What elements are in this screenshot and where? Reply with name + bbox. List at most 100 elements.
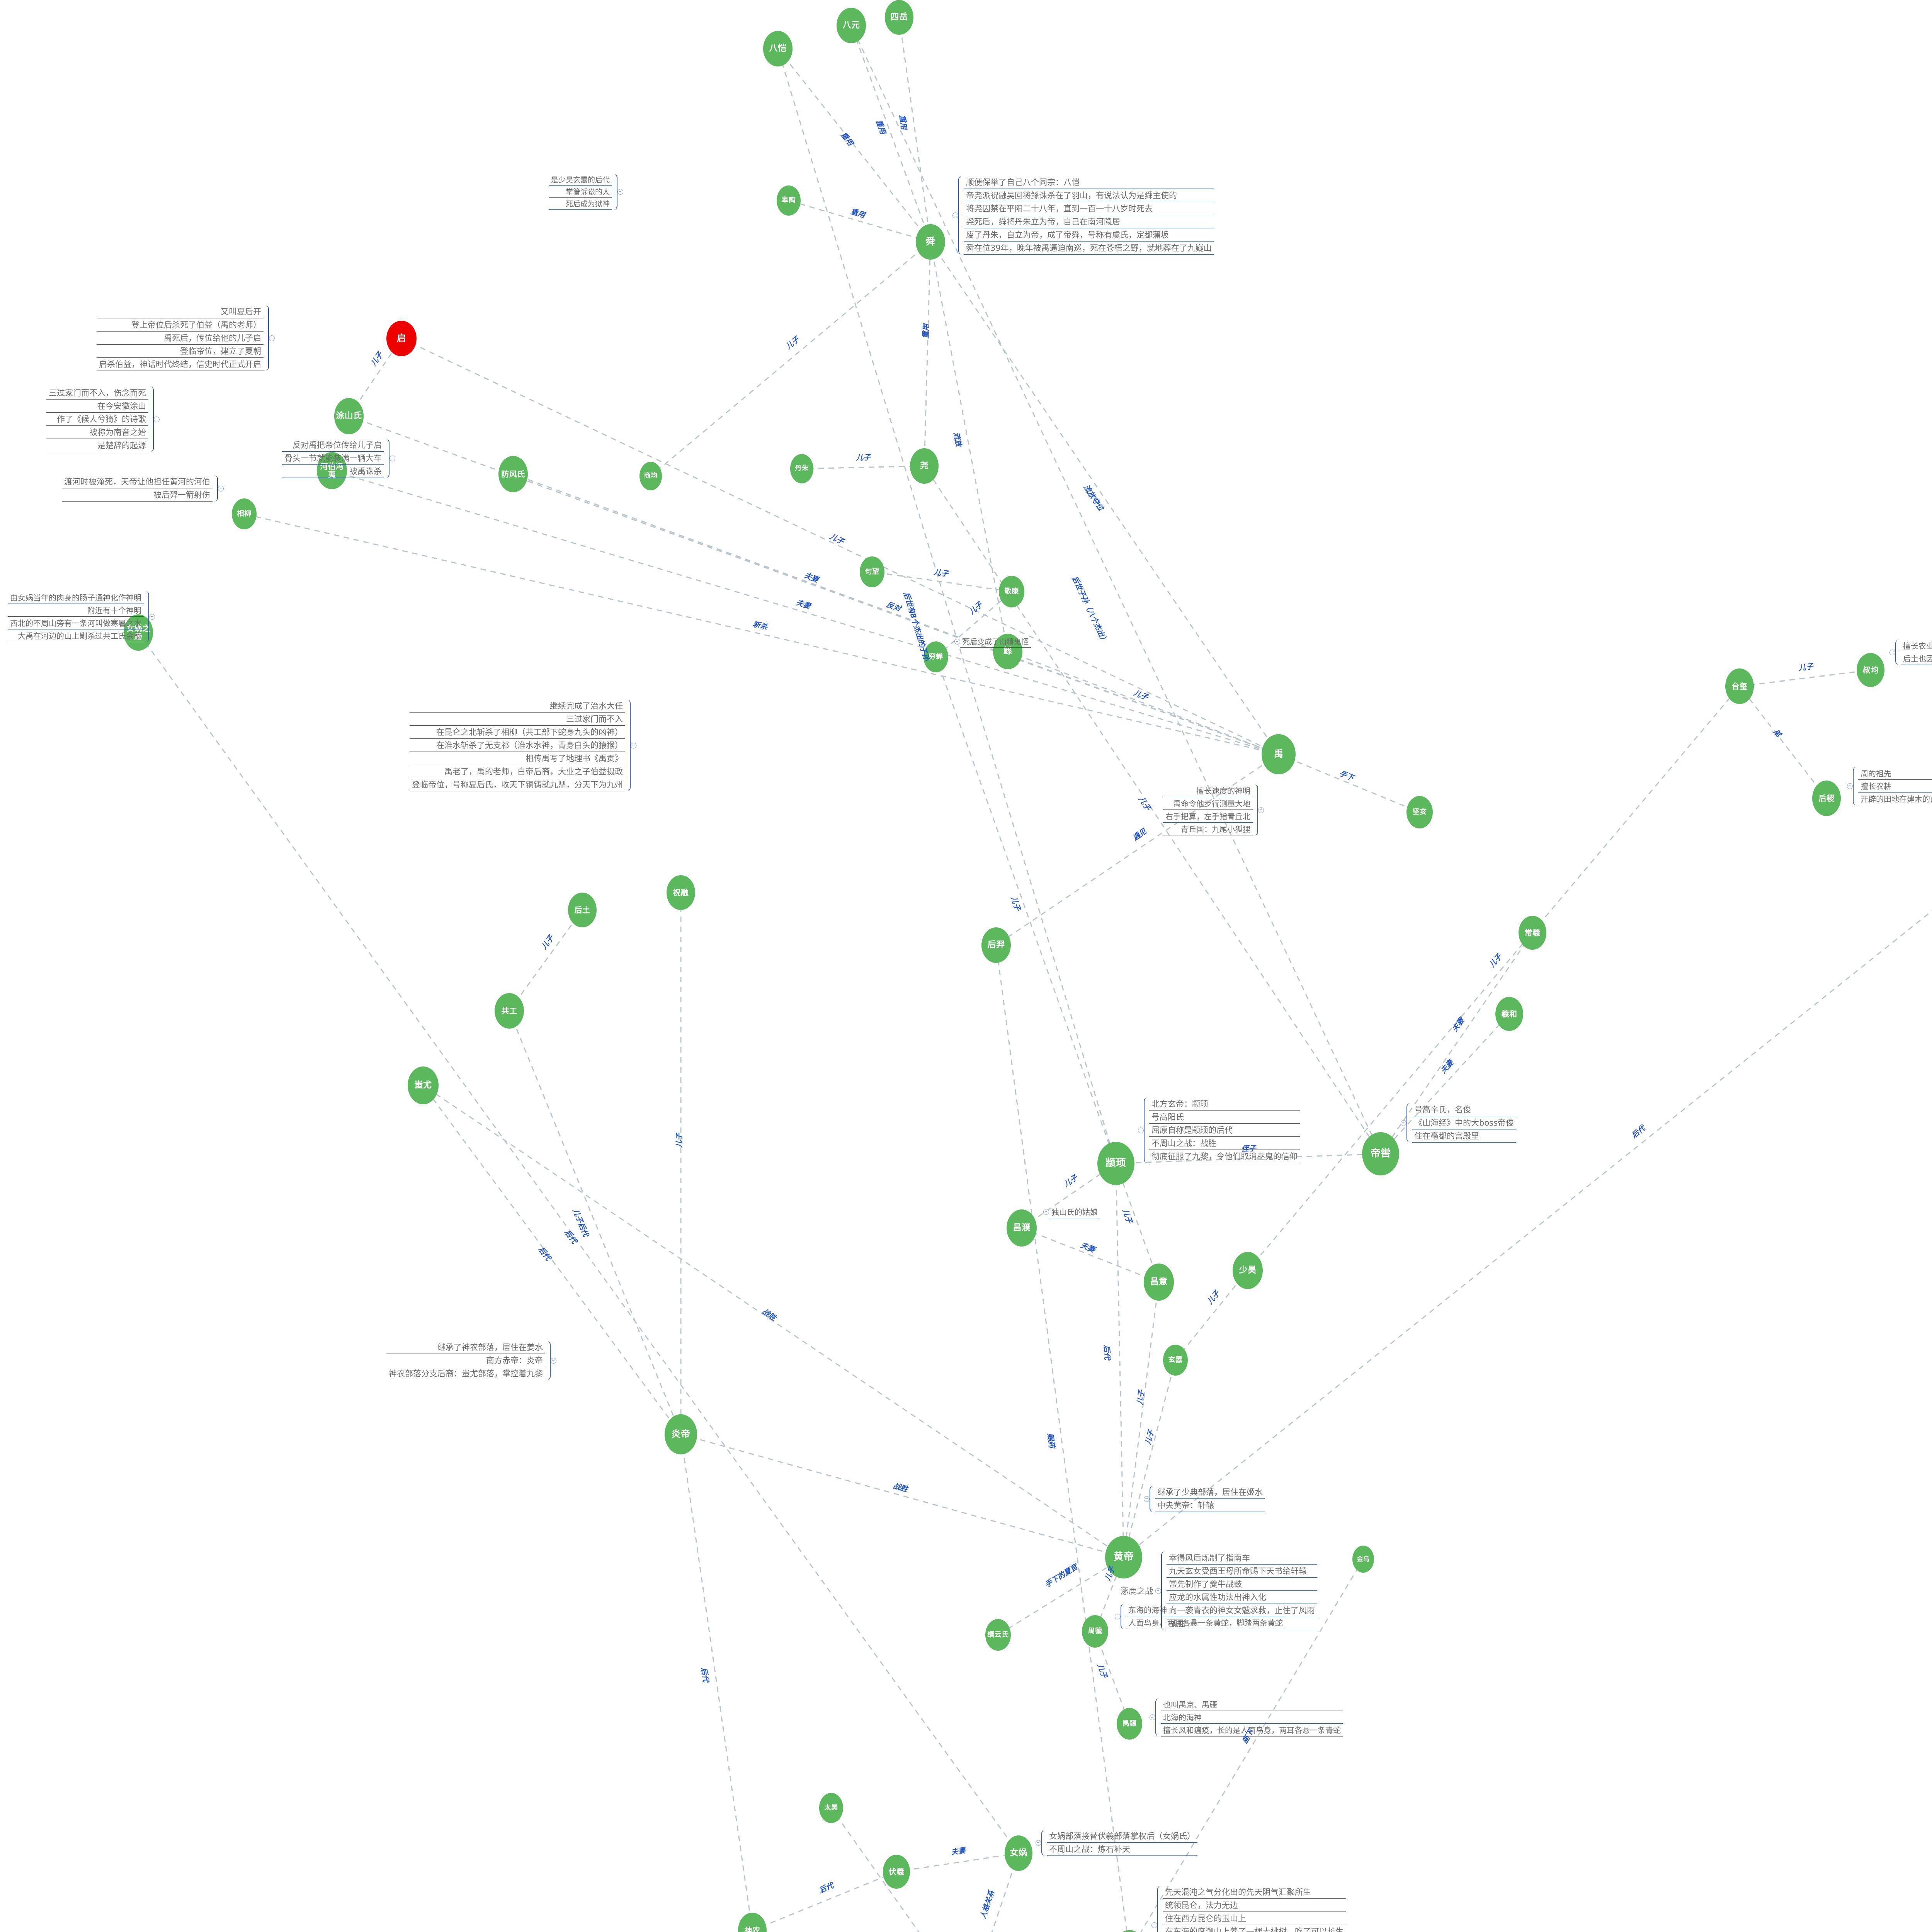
expand-toggle[interactable] <box>1151 1922 1157 1928</box>
note-brace <box>1041 1830 1047 1856</box>
node-huangdi[interactable]: 黄帝 <box>1105 1536 1142 1578</box>
node-zhuanxu[interactable]: 颛顼 <box>1097 1142 1134 1185</box>
expand-toggle[interactable] <box>1258 807 1264 813</box>
node-label: 常羲 <box>1524 928 1541 937</box>
expand-toggle[interactable] <box>1847 783 1853 789</box>
expand-toggle[interactable] <box>218 485 224 492</box>
note-line: 登临帝位，号称夏后氏，收天下铜铸就九鼎，分天下为九州 <box>410 778 625 791</box>
node-gaoyao[interactable]: 皋陶 <box>777 185 801 216</box>
note-line: 登上帝位后杀死了伯益（禹的老师） <box>97 318 264 332</box>
node-jingkang[interactable]: 敬康 <box>999 576 1024 607</box>
node-zhurong[interactable]: 祝融 <box>667 875 695 910</box>
note-line: 是楚辞的起源 <box>46 439 148 452</box>
edge-gonggong-houtu <box>509 910 583 1011</box>
node-houji[interactable]: 后稷 <box>1812 781 1841 816</box>
node-xihe[interactable]: 羲和 <box>1495 997 1523 1031</box>
relation-label: 儿子 <box>1135 1389 1146 1405</box>
node-taihao[interactable]: 太昊 <box>819 1793 843 1823</box>
expand-toggle[interactable] <box>1036 1840 1041 1846</box>
expand-toggle[interactable] <box>389 455 395 461</box>
node-yujing[interactable]: 禺疆 <box>1117 1708 1142 1740</box>
node-chiyou[interactable]: 蚩尤 <box>408 1066 439 1104</box>
node-label: 河伯冯夷 <box>320 462 344 479</box>
node-bayuan[interactable]: 八元 <box>837 8 866 43</box>
edge-huangdi-xuanxiao <box>1123 1360 1177 1558</box>
node-houtu[interactable]: 后土 <box>568 893 597 927</box>
node-yu[interactable]: 禹 <box>1262 734 1296 774</box>
node-danzhu[interactable]: 丹朱 <box>790 454 813 483</box>
node-bakai[interactable]: 八恺 <box>763 31 793 66</box>
node-nvwachang[interactable]: 女娲之肠 <box>124 614 153 651</box>
node-changpu[interactable]: 昌濮 <box>1007 1209 1037 1247</box>
node-fangfengshi[interactable]: 防风氏 <box>498 456 528 492</box>
expand-toggle[interactable] <box>1138 1127 1144 1133</box>
node-fuxi[interactable]: 伏羲 <box>883 1855 910 1889</box>
note-line: 帝尧派祝融吴回将鲧诛杀在了羽山，有说法认为是舜主使的 <box>964 189 1214 202</box>
expand-toggle[interactable] <box>269 335 275 341</box>
node-shaohao[interactable]: 少昊 <box>1233 1252 1263 1289</box>
expand-toggle[interactable] <box>617 189 624 195</box>
node-jiaochong[interactable]: 缙云氏 <box>985 1619 1011 1651</box>
node-siyue[interactable]: 四岳 <box>885 0 913 35</box>
node-jumang[interactable]: 句望 <box>860 556 884 587</box>
node-shennong[interactable]: 神农 <box>738 1913 767 1932</box>
note-line: 将尧囚禁在平阳二十八年，直到一百一十八岁时死去 <box>964 202 1214 215</box>
node-hebofengyi[interactable]: 河伯冯夷 <box>317 452 347 489</box>
node-label: 尧 <box>920 461 929 471</box>
node-xiangliu[interactable]: 相柳 <box>232 498 257 529</box>
node-xuanxiao[interactable]: 玄嚣 <box>1163 1345 1188 1376</box>
expand-toggle[interactable] <box>1043 1209 1049 1215</box>
edge-huangdi-changyi <box>1123 1282 1162 1558</box>
expand-toggle[interactable] <box>154 416 160 422</box>
note-line: 南方赤帝：炎帝 <box>386 1354 545 1367</box>
note-line: 登临帝位，建立了夏朝 <box>97 345 264 358</box>
note-cluster-yu: 继续完成了治水大任 三过家门而不入 在昆仑之北斩杀了相柳（共工部下蛇身九头的凶神）在… <box>410 699 636 791</box>
node-shun[interactable]: 舜 <box>916 224 945 260</box>
node-qiongchan[interactable]: 穷蝉 <box>923 641 948 672</box>
relation-label: 后代 <box>536 1245 552 1262</box>
expand-toggle[interactable] <box>1144 1496 1150 1502</box>
node-yushi[interactable]: 禺虢 <box>1082 1615 1108 1648</box>
note-line: 三过家门而不入，伤念而死 <box>46 386 148 400</box>
relation-label: 夫妻 <box>1439 1058 1455 1075</box>
expand-toggle[interactable] <box>551 1357 556 1364</box>
note-line: 彻底征服了九黎，令他们取消巫鬼的信仰 <box>1149 1150 1300 1163</box>
node-nvwa[interactable]: 女娲 <box>1005 1835 1032 1871</box>
expand-toggle[interactable] <box>149 614 155 620</box>
relation-label: 夫妻 <box>795 598 812 611</box>
expand-toggle[interactable] <box>1115 1613 1121 1619</box>
expand-toggle[interactable] <box>1889 649 1895 655</box>
node-label: 坚亥 <box>1412 808 1427 816</box>
node-diku[interactable]: 帝喾 <box>1362 1132 1399 1175</box>
node-qi[interactable]: 启 <box>386 321 417 356</box>
node-gun[interactable]: 鲧 <box>993 634 1022 669</box>
node-changyi[interactable]: 昌意 <box>1144 1264 1174 1301</box>
node-xiwangmu[interactable]: 西王母 <box>1113 1930 1146 1932</box>
node-jinwu[interactable]: 金乌 <box>1352 1546 1374 1573</box>
expand-toggle[interactable] <box>952 212 958 218</box>
note-cluster-yujing: 也叫禺京、禺疆 北海的海神 擅长风和瘟疫，长的是人面鸟身，两耳各悬一条青蛇 <box>1150 1698 1343 1736</box>
node-label: 禺疆 <box>1122 1719 1137 1728</box>
expand-toggle[interactable] <box>954 639 960 645</box>
expand-toggle[interactable] <box>1401 1120 1406 1126</box>
node-yao[interactable]: 尧 <box>910 448 939 484</box>
node-gonggong[interactable]: 共工 <box>495 993 524 1029</box>
node-changxi[interactable]: 常羲 <box>1519 916 1546 950</box>
expand-toggle[interactable] <box>1150 1714 1155 1720</box>
note-cluster-fangfengshi: 反对禹把帝位传给儿子启 骨头一节就能装满一辆大车 被禹诛杀 <box>282 439 395 478</box>
node-label: 后稷 <box>1818 793 1835 803</box>
node-houyi[interactable]: 后羿 <box>981 927 1011 963</box>
relation-label: 儿子 <box>1009 895 1022 912</box>
node-tushanshi[interactable]: 涂山氏 <box>334 398 364 434</box>
expand-toggle[interactable] <box>631 742 636 748</box>
node-yandi[interactable]: 炎帝 <box>665 1414 697 1454</box>
node-jianhai[interactable]: 坚亥 <box>1406 796 1433 828</box>
expand-toggle[interactable] <box>1155 1588 1161 1594</box>
node-taishi[interactable]: 台玺 <box>1725 668 1754 704</box>
note-line: 被称为南音之始 <box>46 426 148 439</box>
note-line: 作了《候人兮猗》的诗歌 <box>46 413 148 426</box>
node-shujun[interactable]: 叔均 <box>1857 653 1884 687</box>
node-shangjun[interactable]: 商均 <box>639 462 662 490</box>
edge-shun-shangjun <box>650 241 931 477</box>
